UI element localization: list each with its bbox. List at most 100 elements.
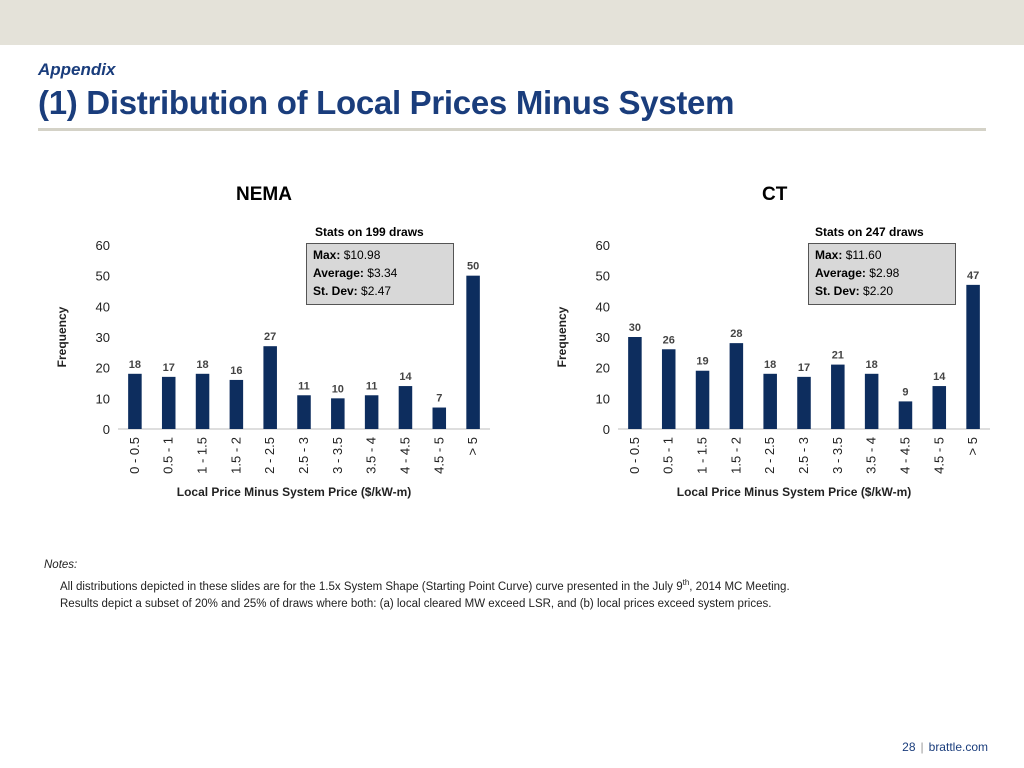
ct-bar: [932, 386, 947, 429]
nema-stats-box: Max: $10.98 Average: $3.34 St. Dev: $2.4…: [306, 243, 454, 305]
ct-bar: [797, 376, 811, 429]
nema-bar: [432, 407, 447, 429]
ct-ytick-label: 30: [596, 330, 610, 345]
ct-ytick-label: 20: [596, 361, 610, 376]
nema-ytick-label: 20: [96, 361, 110, 376]
notes-line-1-superscript: th: [682, 578, 690, 587]
ct-y-axis-title: Frequency: [555, 306, 569, 367]
nema-ytick-label: 40: [96, 299, 110, 314]
ct-xtick-label: 4.5 - 5: [931, 437, 946, 474]
nema-xtick-label: 0 - 0.5: [127, 437, 142, 474]
nema-xtick-label: 2.5 - 3: [296, 437, 311, 474]
nema-xtick-label: > 5: [465, 437, 480, 455]
ct-data-label: 14: [933, 371, 946, 383]
nema-xtick-label: 4 - 4.5: [397, 437, 412, 474]
nema-ytick-label: 30: [96, 330, 110, 345]
nema-bar: [398, 386, 413, 429]
stat-value: $2.47: [361, 284, 392, 298]
ct-data-label: 18: [764, 359, 776, 371]
ct-xtick-label: 2.5 - 3: [796, 437, 811, 474]
ct-stats-box: Max: $11.60 Average: $2.98 St. Dev: $2.2…: [808, 243, 956, 305]
notes-block: Notes: All distributions depicted in the…: [44, 557, 790, 613]
nema-bar: [195, 373, 210, 429]
ct-bar: [628, 337, 642, 429]
ct-bar: [831, 364, 845, 429]
nema-bar: [229, 379, 244, 429]
ct-data-label: 19: [696, 356, 708, 368]
stat-label: St. Dev:: [313, 284, 358, 298]
nema-ytick-label: 0: [103, 422, 110, 437]
ct-stat-max: Max: $11.60: [815, 246, 949, 264]
ct-bar: [864, 373, 879, 429]
ct-stat-average: Average: $2.98: [815, 264, 949, 282]
ct-data-label: 47: [967, 270, 979, 282]
ct-data-label: 21: [832, 350, 844, 362]
stat-value: $2.98: [869, 266, 900, 280]
nema-xtick-label: 4.5 - 5: [431, 437, 446, 474]
ct-xtick-label: 3.5 - 4: [864, 437, 879, 474]
footer: 28 | brattle.com: [902, 740, 988, 754]
stat-label: Average:: [815, 266, 866, 280]
ct-data-label: 30: [629, 322, 641, 334]
ct-data-label: 18: [866, 359, 878, 371]
nema-data-label: 10: [332, 383, 344, 395]
stat-value: $11.60: [845, 248, 882, 262]
nema-ytick-label: 50: [96, 269, 110, 284]
ct-x-axis-title: Local Price Minus System Price ($/kW-m): [677, 485, 912, 499]
ct-ytick-label: 0: [603, 422, 610, 437]
nema-xtick-label: 0.5 - 1: [161, 437, 176, 474]
nema-data-label: 7: [436, 393, 442, 405]
footer-separator: |: [920, 740, 924, 754]
nema-data-label: 11: [298, 380, 310, 392]
notes-line-1-suffix: , 2014 MC Meeting.: [689, 580, 790, 593]
page-title: (1) Distribution of Local Prices Minus S…: [38, 84, 735, 121]
notes-heading: Notes:: [44, 559, 78, 571]
notes-line-1-text: All distributions depicted in these slid…: [60, 580, 683, 593]
stat-value: $3.34: [367, 266, 398, 280]
nema-histogram: 0 10 20 30 40 50 60 18 0 - 0.5 17 0.5 - 1 18 1 - 1.5…: [55, 238, 490, 499]
stat-value: $10.98: [343, 248, 381, 262]
ct-ytick-label: 50: [596, 269, 610, 284]
nema-data-label: 50: [467, 261, 479, 273]
ct-bar: [661, 349, 676, 429]
top-banner: [0, 0, 1024, 45]
nema-xtick-label: 2 - 2.5: [262, 437, 277, 474]
stat-label: Max:: [815, 248, 843, 262]
nema-ytick-label: 60: [96, 238, 110, 253]
stat-value: $2.20: [863, 284, 894, 298]
nema-data-label: 16: [230, 365, 242, 377]
ct-chart-title: CT: [762, 184, 788, 205]
ct-xtick-label: 0.5 - 1: [661, 437, 676, 474]
nema-data-label: 17: [163, 362, 175, 374]
ct-xtick-label: 1.5 - 2: [728, 437, 743, 474]
nema-xtick-label: 3.5 - 4: [364, 437, 379, 474]
nema-data-label: 27: [264, 331, 276, 343]
ct-stat-stdev: St. Dev: $2.20: [815, 282, 949, 300]
nema-stats-caption: Stats on 199 draws: [315, 225, 424, 239]
nema-data-label: 18: [129, 359, 141, 371]
nema-bar: [331, 398, 345, 429]
stat-label: Max:: [313, 248, 341, 262]
ct-data-label: 26: [663, 334, 675, 346]
nema-xtick-label: 3 - 3.5: [330, 437, 345, 474]
nema-data-label: 18: [196, 359, 208, 371]
notes-line-2: Results depict a subset of 20% and 25% o…: [60, 597, 772, 610]
nema-bar: [128, 373, 142, 429]
footer-site[interactable]: brattle.com: [928, 740, 988, 754]
ct-data-label: 9: [902, 386, 908, 398]
section-label: Appendix: [38, 60, 116, 79]
nema-stat-stdev: St. Dev: $2.47: [313, 282, 447, 300]
ct-xtick-label: 4 - 4.5: [897, 437, 912, 474]
nema-data-label: 14: [399, 371, 412, 383]
ct-xtick-label: 0 - 0.5: [627, 437, 642, 474]
stat-label: Average:: [313, 266, 364, 280]
title-divider: [38, 128, 986, 131]
ct-histogram: 0 10 20 30 40 50 60 30 0 - 0.5 26 0.5 - 1 19 1 - 1.5…: [555, 238, 990, 499]
nema-x-axis-title: Local Price Minus System Price ($/kW-m): [177, 485, 412, 499]
ct-ytick-label: 10: [596, 391, 610, 406]
nema-xtick-label: 1 - 1.5: [195, 437, 210, 474]
nema-ytick-label: 10: [96, 391, 110, 406]
ct-bar: [763, 373, 777, 429]
ct-xtick-label: 1 - 1.5: [695, 437, 710, 474]
ct-stats-caption: Stats on 247 draws: [815, 225, 924, 239]
